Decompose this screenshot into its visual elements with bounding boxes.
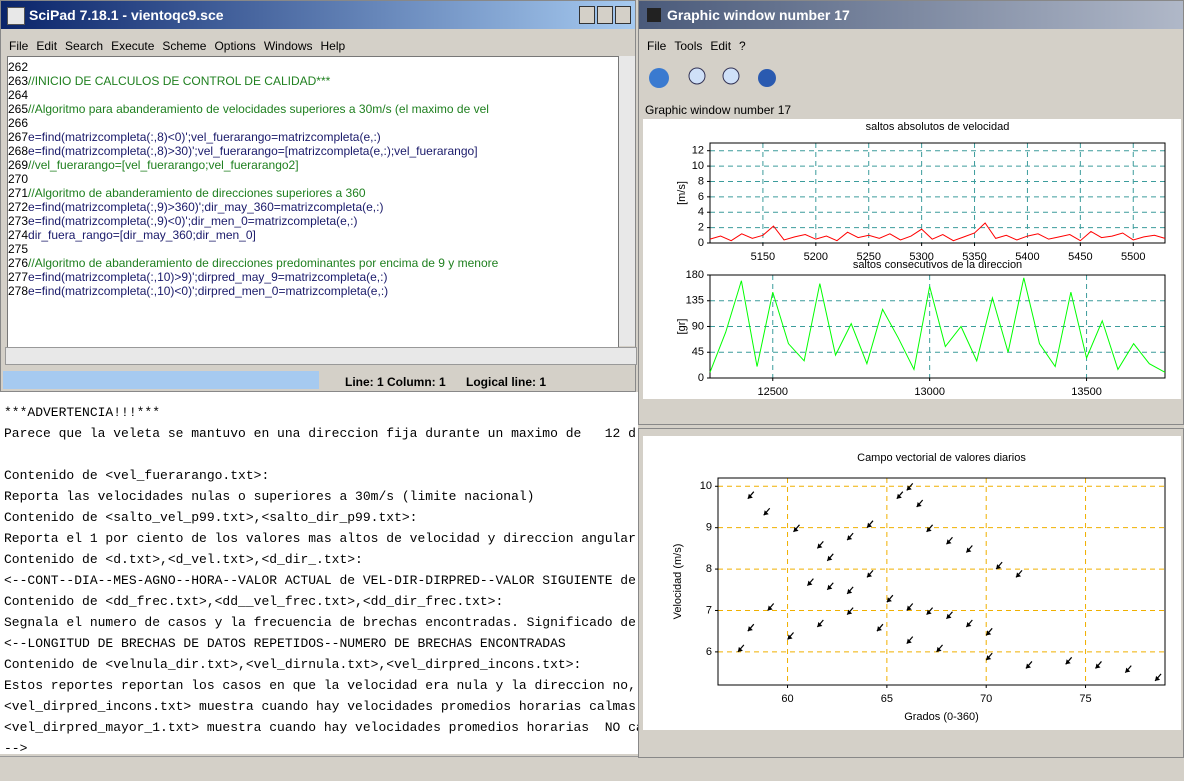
arrow xyxy=(1125,666,1131,673)
arrow xyxy=(847,608,853,615)
arrow xyxy=(748,624,754,631)
y-tick-label: 6 xyxy=(698,191,704,203)
y-tick-label: 0 xyxy=(698,237,704,249)
arrow xyxy=(877,624,883,631)
arrow xyxy=(907,603,913,610)
y-tick-label: 90 xyxy=(692,320,704,332)
x-axis-label: Grados (0-360) xyxy=(904,711,979,723)
arrow xyxy=(937,645,943,652)
arrow xyxy=(1155,674,1161,681)
arrow xyxy=(996,562,1002,569)
y-tick-label: 7 xyxy=(706,604,712,616)
arrow xyxy=(867,570,873,577)
arrow xyxy=(788,632,794,639)
x-tick-label: 13500 xyxy=(1071,386,1102,398)
y-tick-label: 4 xyxy=(698,206,704,218)
y-tick-label: 6 xyxy=(706,646,712,658)
arrow xyxy=(917,500,923,507)
x-tick-label: 60 xyxy=(781,693,793,705)
x-tick-label: 12500 xyxy=(757,386,788,398)
arrow xyxy=(986,653,992,660)
series-line xyxy=(710,278,1165,372)
arrow xyxy=(768,603,774,610)
x-tick-label: 5450 xyxy=(1068,251,1092,263)
arrow xyxy=(1095,661,1101,668)
x-tick-label: 5500 xyxy=(1121,251,1145,263)
arrow xyxy=(867,521,873,528)
arrow xyxy=(793,525,799,532)
y-tick-label: 45 xyxy=(692,346,704,358)
arrow xyxy=(847,587,853,594)
y-tick-label: 2 xyxy=(698,222,704,234)
arrow xyxy=(1016,570,1022,577)
arrow xyxy=(738,645,744,652)
plot-frame xyxy=(718,478,1165,685)
arrow xyxy=(966,620,972,627)
y-tick-label: 9 xyxy=(706,522,712,534)
plots: saltos absolutos de velocidad 0 2 4 6 8 10 12 51… xyxy=(0,0,1184,780)
x-tick-label: 13000 xyxy=(914,386,945,398)
arrow xyxy=(827,583,833,590)
arrow xyxy=(1026,661,1032,668)
series-line xyxy=(710,223,1165,241)
arrow xyxy=(946,537,952,544)
y-tick-label: 8 xyxy=(698,175,704,187)
x-tick-label: 65 xyxy=(881,693,893,705)
y-axis-label: [m/s] xyxy=(676,181,688,205)
y-tick-label: 0 xyxy=(698,372,704,384)
arrow xyxy=(907,483,913,490)
arrow xyxy=(986,628,992,635)
y-tick-label: 12 xyxy=(692,145,704,157)
arrow xyxy=(907,637,913,644)
x-tick-label: 5200 xyxy=(804,251,828,263)
arrow xyxy=(847,533,853,540)
arrow xyxy=(927,608,933,615)
y-axis-label: Velocidad (m/s) xyxy=(672,544,684,620)
x-tick-label: 75 xyxy=(1079,693,1091,705)
chart-title: Campo vectorial de valores diarios xyxy=(857,452,1026,464)
arrow xyxy=(764,508,770,515)
chart-title: saltos consecutivos de la direccion xyxy=(853,259,1022,271)
desktop: SciPad 7.18.1 - vientoqc9.sce FileEditSe… xyxy=(0,0,1184,780)
arrow xyxy=(887,595,893,602)
arrow xyxy=(807,579,813,586)
y-tick-label: 10 xyxy=(692,160,704,172)
x-tick-label: 5150 xyxy=(751,251,775,263)
chart-title: saltos absolutos de velocidad xyxy=(866,121,1010,133)
arrow xyxy=(817,541,823,548)
arrow xyxy=(748,492,754,499)
arrow xyxy=(897,492,903,499)
arrow xyxy=(827,554,833,561)
y-tick-label: 10 xyxy=(700,480,712,492)
arrow xyxy=(946,612,952,619)
y-tick-label: 135 xyxy=(686,295,704,307)
y-axis-label: [gr] xyxy=(676,319,688,335)
x-tick-label: 70 xyxy=(980,693,992,705)
arrow xyxy=(927,525,933,532)
arrow xyxy=(966,546,972,553)
arrow xyxy=(817,620,823,627)
y-tick-label: 8 xyxy=(706,563,712,575)
arrow xyxy=(1066,657,1072,664)
y-tick-label: 180 xyxy=(686,269,704,281)
